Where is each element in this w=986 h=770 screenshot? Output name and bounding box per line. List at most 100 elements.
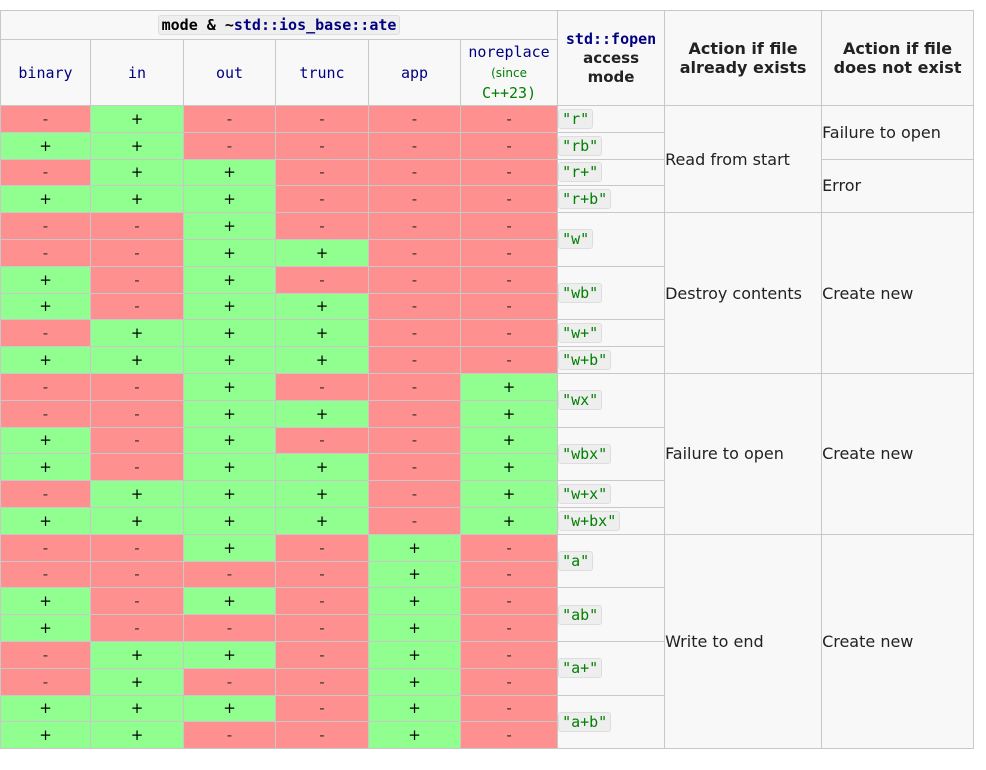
flag-cell-out: + — [183, 426, 276, 455]
flag-cell-app: - — [368, 319, 461, 348]
flag-cell-trunc: - — [275, 614, 369, 642]
table-row: - - + - - + "wx" Failure to open Create new — [0, 372, 975, 535]
flag-header-trunc: trunc — [275, 39, 369, 106]
fopen-mode-cell: "a" — [557, 533, 666, 589]
flag-cell-in: - — [90, 372, 184, 401]
flag-cell-app: - — [368, 265, 461, 294]
not-exists-action-cell: Create new — [821, 533, 975, 750]
flag-cell-in: + — [90, 158, 184, 187]
flag-cell-app: + — [368, 560, 461, 589]
flag-cell-binary: + — [0, 265, 91, 294]
flag-cell-noreplace: - — [459, 533, 559, 562]
flag-cell-out: + — [183, 399, 276, 428]
flag-header-noreplace: noreplace (since C++23) — [459, 39, 559, 106]
flag-cell-app: - — [368, 212, 461, 240]
table-row: + + - - + - — [0, 721, 974, 750]
flag-cell-trunc: + — [275, 292, 369, 321]
flag-cell-out: + — [183, 480, 276, 508]
flag-cell-binary: + — [0, 292, 91, 321]
flag-cell-trunc: - — [275, 372, 369, 401]
not-exists-action-cell: Create new — [821, 372, 975, 535]
table-row: + - + + - + — [0, 453, 974, 482]
flag-cell-noreplace: - — [459, 587, 559, 616]
mode-header-namespace: std::ios_base::ate — [233, 16, 397, 34]
flag-cell-in: - — [90, 292, 184, 321]
flag-cell-noreplace: - — [459, 131, 559, 160]
flag-cell-trunc: + — [275, 238, 369, 267]
fopen-mode-string: "w+bx" — [558, 510, 621, 531]
flag-cell-in: + — [90, 694, 184, 723]
flag-cell-binary: - — [0, 399, 91, 428]
flag-cell-trunc: + — [275, 399, 369, 428]
fopen-mode-cell: "r+" — [557, 158, 666, 187]
flag-cell-trunc: - — [275, 533, 369, 562]
flag-cell-binary: + — [0, 346, 91, 374]
not-exists-header: Action if file does not exist — [821, 10, 975, 106]
flag-cell-noreplace: + — [459, 506, 559, 535]
fopen-mode-cell: "wbx" — [557, 426, 666, 482]
table-row: + + + - + - "a+b" — [0, 694, 974, 750]
flag-cell-trunc: - — [275, 265, 369, 294]
flag-cell-trunc: + — [275, 453, 369, 482]
table-row: - - + + - + — [0, 399, 974, 428]
fopen-mode-string: "r" — [558, 108, 594, 129]
flag-cell-in: + — [90, 506, 184, 535]
table-row: - + + - + - "a+" — [0, 640, 974, 696]
fopen-header-fn: std::fopen — [565, 29, 657, 48]
flag-cell-binary: + — [0, 694, 91, 723]
flag-cell-binary: - — [0, 667, 91, 696]
table-row: + - + + - - — [0, 292, 974, 321]
fopen-mode-string: "r+" — [558, 162, 603, 183]
not-exists-action-cell: Error — [821, 158, 975, 214]
flag-cell-in: + — [90, 640, 184, 669]
flag-cell-binary: - — [0, 212, 91, 240]
flag-cell-out: - — [183, 721, 276, 750]
flag-cell-noreplace: - — [459, 292, 559, 321]
flag-cell-out: + — [183, 453, 276, 482]
flag-cell-out: + — [183, 265, 276, 294]
flag-cell-binary: - — [0, 319, 91, 348]
flag-cell-out: + — [183, 587, 276, 616]
flag-cell-app: + — [368, 667, 461, 696]
fopen-mode-cell: "r" — [557, 105, 666, 133]
fopen-mode-cell: "rb" — [557, 131, 666, 160]
flag-cell-trunc: + — [275, 480, 369, 508]
table-row: - - + - - - "w" Destroy contents Create new — [0, 212, 975, 374]
flag-cell-trunc: - — [275, 426, 369, 455]
fopen-mode-cell: "w+" — [557, 319, 666, 348]
flag-cell-out: - — [183, 105, 276, 133]
flag-cell-trunc: - — [275, 560, 369, 589]
flag-cell-in: + — [90, 721, 184, 750]
flag-cell-out: + — [183, 158, 276, 187]
flag-cell-out: - — [183, 614, 276, 642]
table-row: + + - - - - "rb" — [0, 131, 974, 160]
table-body: - + - - - - "r" Read from start Failure to open +… — [0, 104, 975, 750]
fopen-mode-cell: "r+b" — [557, 185, 666, 214]
flag-cell-in: - — [90, 560, 184, 589]
flag-cell-trunc: + — [275, 506, 369, 535]
flag-cell-out: + — [183, 346, 276, 374]
flag-cell-in: - — [90, 426, 184, 455]
flag-cell-out: - — [183, 131, 276, 160]
flag-cell-out: + — [183, 533, 276, 562]
fopen-header: std::fopen access mode — [557, 10, 666, 106]
flag-cell-app: - — [368, 480, 461, 508]
flag-cell-trunc: - — [275, 694, 369, 723]
flag-cell-noreplace: - — [459, 694, 559, 723]
fopen-mode-string: "ab" — [558, 604, 603, 625]
flag-cell-noreplace: - — [459, 265, 559, 294]
fopen-mode-string: "a+" — [558, 658, 603, 679]
fopen-mode-cell: "w" — [557, 212, 666, 267]
fopen-mode-cell: "w+b" — [557, 346, 666, 374]
flag-cell-trunc: - — [275, 667, 369, 696]
flag-cell-app: - — [368, 372, 461, 401]
flag-cell-trunc: - — [275, 105, 369, 133]
table-row: - + - - + - — [0, 667, 974, 696]
flag-cell-out: + — [183, 372, 276, 401]
flag-cell-binary: - — [0, 640, 91, 669]
table-row: - + + + - + "w+x" — [0, 480, 974, 508]
flag-cell-in: - — [90, 265, 184, 294]
fopen-mode-string: "r+b" — [558, 189, 612, 210]
flag-header-out: out — [183, 39, 276, 106]
flag-cell-binary: - — [0, 480, 91, 508]
